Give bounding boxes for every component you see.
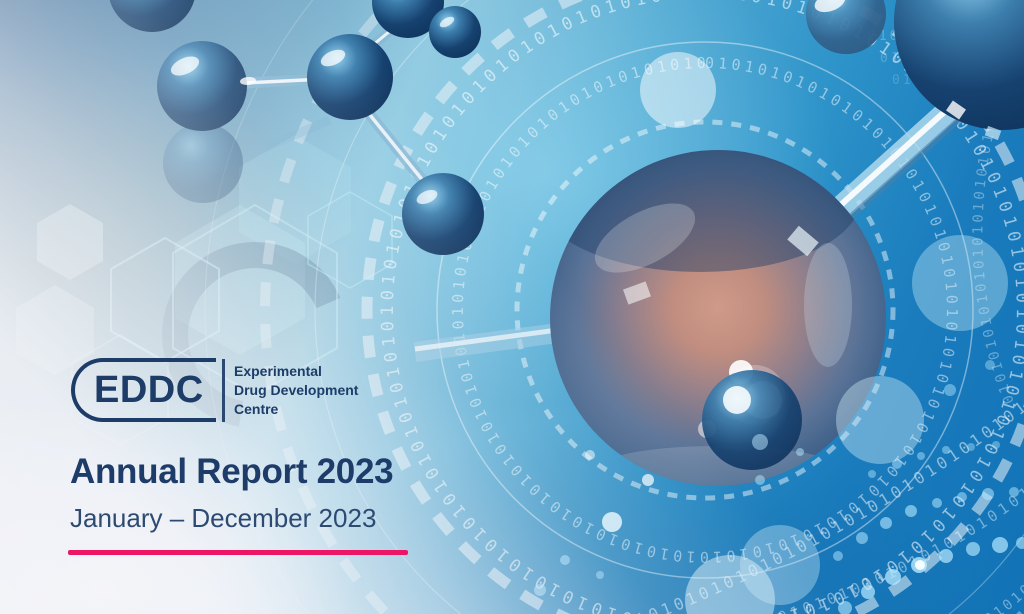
logo-tagline-line-1: Experimental: [234, 363, 322, 379]
report-period-subtitle: January – December 2023: [70, 503, 377, 533]
report-title: Annual Report 2023: [70, 452, 394, 491]
logo-divider: [222, 359, 225, 422]
logo-tagline: Experimental Drug Development Centre: [234, 362, 358, 419]
logo-acronym: EDDC: [94, 369, 204, 411]
accent-underline: [68, 550, 408, 555]
logo-bracket-shape: [71, 358, 216, 422]
logo-tagline-line-3: Centre: [234, 401, 279, 417]
logo-tagline-line-2: Drug Development: [234, 382, 359, 398]
